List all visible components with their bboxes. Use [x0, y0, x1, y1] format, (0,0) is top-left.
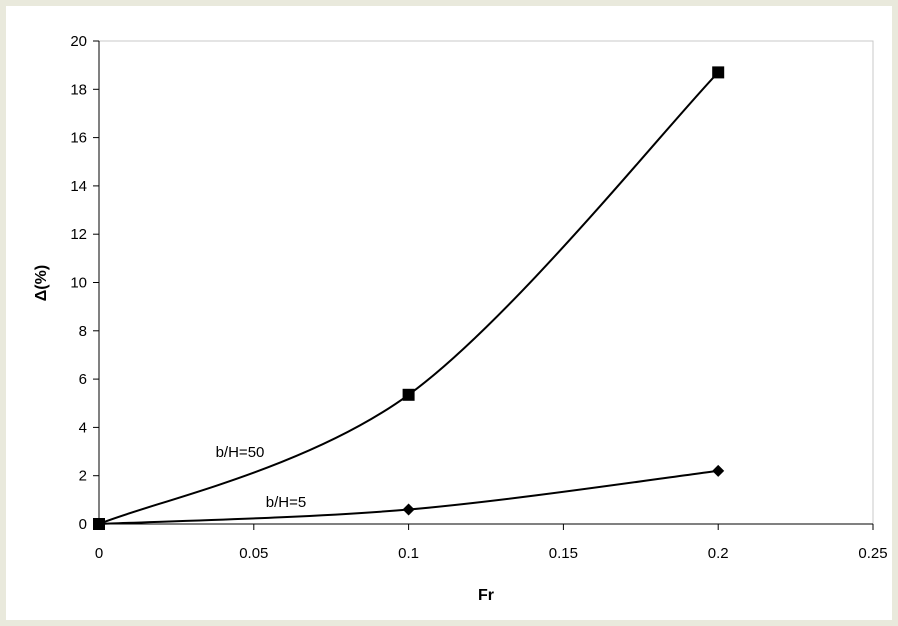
x-axis-title: Fr: [478, 587, 494, 604]
y-tick-label: 12: [70, 226, 87, 243]
x-tick-label: 0: [95, 545, 103, 562]
series-label: b/H=50: [216, 444, 265, 461]
y-tick-label: 14: [70, 178, 87, 195]
y-tick-label: 10: [70, 275, 87, 292]
series-line: [98, 469, 719, 525]
y-tick-label: 16: [70, 130, 87, 147]
plot-area: 0 0.05 0.1 0.15 0.2 0.25 0 2 4 6 8 10 12 14 16 18 20 b/H=…: [70, 33, 887, 562]
data-point-square: [402, 388, 415, 401]
data-point-diamond: [712, 464, 725, 477]
series-line: [98, 71, 719, 525]
data-point-square: [712, 66, 725, 79]
y-tick-label: 2: [79, 468, 87, 485]
series-label: b/H=5: [266, 494, 306, 511]
y-tick-label: 4: [79, 419, 87, 436]
data-point-diamond: [93, 518, 105, 530]
y-tick-label: 18: [70, 81, 87, 98]
y-tick-label: 0: [79, 516, 87, 533]
x-tick-label: 0.25: [858, 545, 887, 562]
x-tick-label: 0.15: [549, 545, 578, 562]
y-axis-title: Δ(%): [33, 265, 50, 301]
y-tick-label: 8: [79, 323, 87, 340]
x-tick-label: 0.05: [239, 545, 268, 562]
data-point-diamond: [402, 503, 415, 516]
x-tick-label: 0.2: [708, 545, 729, 562]
y-tick-label: 6: [79, 371, 87, 388]
x-tick-label: 0.1: [398, 545, 419, 562]
y-tick-label: 20: [70, 33, 87, 50]
